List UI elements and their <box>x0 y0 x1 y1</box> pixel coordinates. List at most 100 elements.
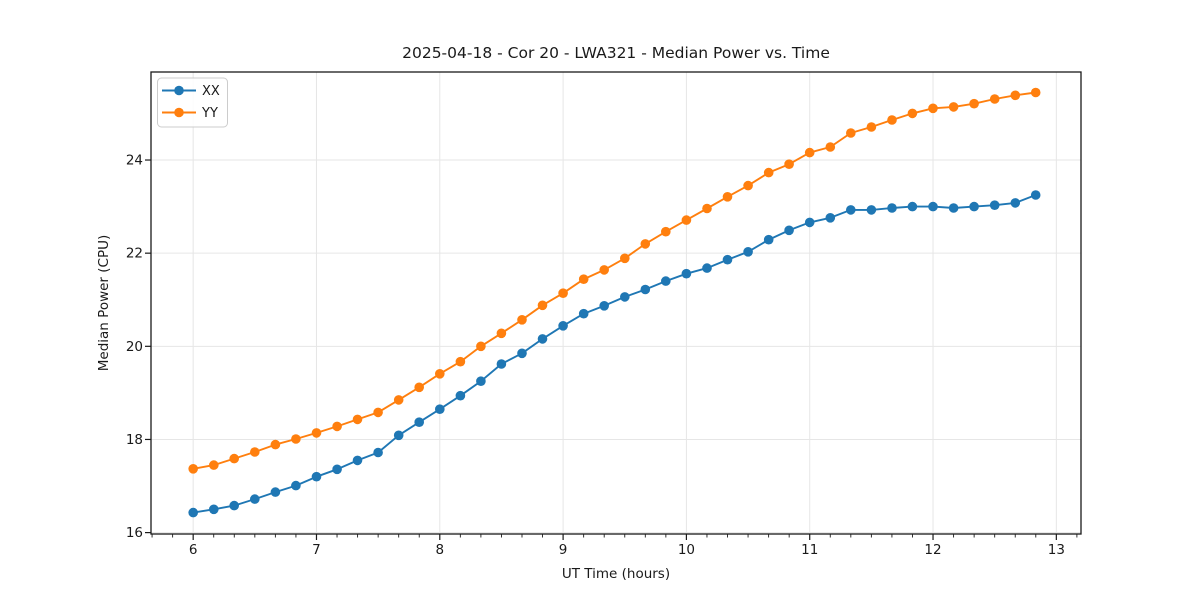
x-tick-label: 8 <box>435 542 444 558</box>
data-point-xx <box>620 292 630 302</box>
y-tick-label: 22 <box>126 246 143 262</box>
data-point-yy <box>640 239 651 249</box>
legend-entry-yy: YY <box>162 106 218 121</box>
data-point-xx <box>188 507 198 518</box>
data-point-xx <box>989 200 1000 210</box>
data-point-yy <box>784 159 794 169</box>
series-layer <box>188 87 1041 518</box>
data-point-xx <box>887 203 897 213</box>
data-point-yy <box>681 215 692 225</box>
data-point-yy <box>455 356 466 367</box>
data-point-yy <box>270 439 281 450</box>
data-point-xx <box>496 359 507 369</box>
chart-title: 2025-04-18 - Cor 20 - LWA321 - Median Po… <box>402 44 830 62</box>
data-point-yy <box>907 108 918 119</box>
data-point-xx <box>866 205 877 215</box>
data-point-xx <box>681 268 692 279</box>
data-point-xx <box>250 494 260 504</box>
data-point-yy <box>311 428 322 438</box>
data-point-yy <box>887 115 897 125</box>
legend-marker-icon-xx <box>174 85 184 96</box>
y-tick-label: 20 <box>126 339 143 355</box>
data-point-xx <box>640 284 651 295</box>
grid-layer <box>151 72 1081 534</box>
series-line-yy <box>193 91 1036 470</box>
data-point-xx <box>804 217 815 228</box>
data-point-yy <box>620 253 630 264</box>
series-line-xx <box>193 194 1037 514</box>
axis-tick-labels: 6 7 8 9 10 11 12 13 16 18 20 22 24 <box>126 153 1065 558</box>
data-point-xx <box>270 487 281 497</box>
data-point-yy <box>661 226 671 237</box>
data-point-yy <box>1010 90 1021 101</box>
data-point-yy <box>846 128 856 138</box>
x-tick-label: 10 <box>678 542 695 558</box>
data-point-xx <box>661 276 671 286</box>
y-axis-label: Median Power (CPU) <box>96 235 112 371</box>
data-point-yy <box>578 274 589 285</box>
data-point-xx <box>907 201 918 212</box>
data-point-yy <box>948 102 959 112</box>
data-point-yy <box>352 414 363 425</box>
data-point-yy <box>866 122 877 132</box>
x-tick-label: 12 <box>924 542 941 558</box>
y-tick-label: 16 <box>126 525 143 541</box>
data-point-yy <box>804 147 815 158</box>
data-point-yy <box>599 265 609 275</box>
data-point-xx <box>373 447 383 458</box>
data-point-xx <box>291 480 301 491</box>
data-point-xx <box>558 321 568 331</box>
data-point-yy <box>229 453 239 464</box>
data-point-yy <box>989 94 1000 104</box>
data-point-xx <box>578 308 589 319</box>
data-point-xx <box>846 205 856 215</box>
data-point-xx <box>743 247 753 257</box>
data-point-yy <box>763 167 774 178</box>
y-tick-label: 24 <box>126 153 143 169</box>
data-point-yy <box>373 407 383 418</box>
legend: XX YY <box>157 77 228 128</box>
data-point-xx <box>393 430 404 441</box>
legend-entry-xx: XX <box>162 84 220 99</box>
data-point-xx <box>763 234 774 245</box>
data-point-xx <box>969 201 979 212</box>
data-point-xx <box>537 334 548 344</box>
data-point-xx <box>435 404 445 415</box>
axis-ticks <box>145 159 1078 540</box>
data-point-xx <box>414 417 425 428</box>
data-point-yy <box>537 300 548 311</box>
legend-label-yy: YY <box>201 106 218 121</box>
data-point-xx <box>311 471 322 482</box>
data-point-xx <box>517 348 527 359</box>
data-point-yy <box>332 421 342 432</box>
data-point-yy <box>558 288 568 299</box>
x-tick-label: 11 <box>801 542 818 558</box>
data-point-xx <box>928 201 938 212</box>
data-point-yy <box>1030 87 1041 98</box>
data-point-yy <box>188 464 198 474</box>
data-point-xx <box>722 254 733 265</box>
data-point-yy <box>209 460 219 470</box>
data-point-xx <box>825 213 836 223</box>
data-point-yy <box>825 142 836 152</box>
data-point-yy <box>496 328 507 339</box>
data-point-xx <box>702 263 712 273</box>
data-point-xx <box>229 500 239 511</box>
legend-label-xx: XX <box>202 84 220 99</box>
data-point-yy <box>928 103 938 114</box>
x-tick-label: 6 <box>189 542 198 558</box>
data-point-xx <box>332 464 342 475</box>
x-tick-label: 7 <box>312 542 321 558</box>
data-point-yy <box>969 98 979 109</box>
x-axis-label: UT Time (hours) <box>562 566 670 582</box>
y-tick-label: 18 <box>126 432 143 448</box>
data-point-yy <box>291 434 301 444</box>
data-point-xx <box>455 390 466 401</box>
plot-border <box>150 71 1082 535</box>
data-point-xx <box>209 504 219 515</box>
data-point-yy <box>517 315 527 325</box>
x-tick-label: 13 <box>1048 542 1065 558</box>
data-point-yy <box>393 395 404 405</box>
